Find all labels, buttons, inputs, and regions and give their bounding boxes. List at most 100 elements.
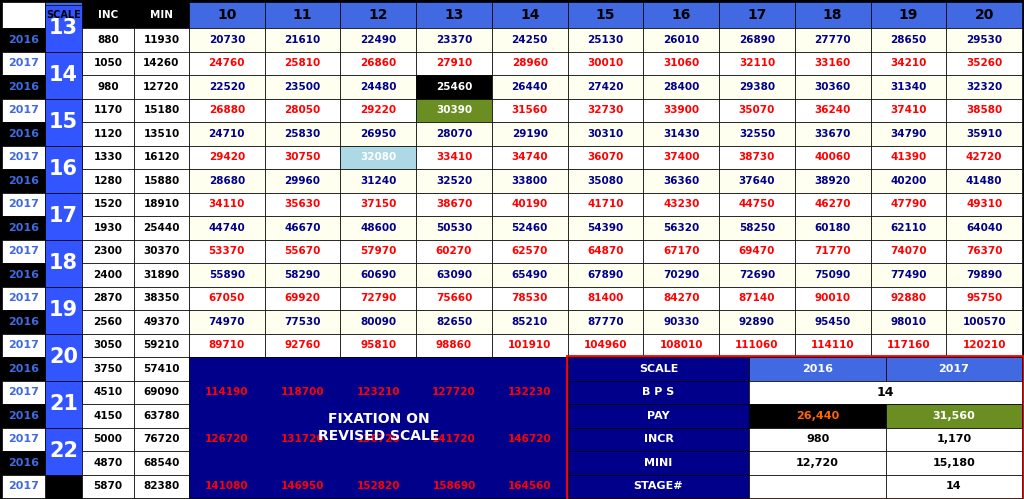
Bar <box>2 122 45 146</box>
Bar <box>45 286 82 333</box>
Text: 20: 20 <box>49 347 78 367</box>
Bar <box>795 2 870 28</box>
Bar <box>416 193 492 216</box>
Text: 82380: 82380 <box>143 481 179 491</box>
Bar <box>134 2 189 28</box>
Bar <box>416 310 492 333</box>
Bar <box>567 28 643 51</box>
Bar <box>719 146 795 169</box>
Text: 18: 18 <box>49 253 78 273</box>
Bar <box>82 404 134 428</box>
Text: 29960: 29960 <box>285 176 321 186</box>
Bar <box>719 169 795 193</box>
Text: INC: INC <box>98 10 118 20</box>
Text: 12: 12 <box>369 8 388 22</box>
Bar <box>492 2 567 28</box>
Text: 1120: 1120 <box>93 129 123 139</box>
Bar <box>265 2 340 28</box>
Text: 31430: 31430 <box>663 129 699 139</box>
Text: 1170: 1170 <box>93 105 123 115</box>
Text: 28050: 28050 <box>285 105 321 115</box>
Text: 101910: 101910 <box>508 340 552 350</box>
Bar <box>492 51 567 75</box>
Text: 2870: 2870 <box>93 293 123 303</box>
Text: 15,180: 15,180 <box>933 458 975 468</box>
Bar <box>416 404 492 428</box>
Text: 131850: 131850 <box>432 458 476 468</box>
Text: 58250: 58250 <box>739 223 775 233</box>
Text: 126720: 126720 <box>205 434 249 444</box>
Text: 31240: 31240 <box>360 176 396 186</box>
Text: 82650: 82650 <box>436 317 472 327</box>
Text: 33410: 33410 <box>436 152 472 162</box>
Bar <box>492 451 567 475</box>
Bar <box>416 333 492 357</box>
Text: 117730: 117730 <box>432 411 476 421</box>
Bar <box>795 122 870 146</box>
Bar <box>870 240 946 263</box>
Bar <box>134 98 189 122</box>
Bar <box>45 98 82 146</box>
Text: 90330: 90330 <box>664 317 699 327</box>
Bar <box>416 169 492 193</box>
Bar <box>189 193 265 216</box>
Bar <box>2 286 45 310</box>
Text: 30360: 30360 <box>814 82 851 92</box>
Text: 123210: 123210 <box>356 387 400 397</box>
Text: 28680: 28680 <box>209 176 245 186</box>
Text: 37150: 37150 <box>360 199 396 209</box>
Bar <box>643 333 719 357</box>
Bar <box>189 333 265 357</box>
Text: 14: 14 <box>520 8 540 22</box>
Text: 102410: 102410 <box>356 364 400 374</box>
Bar <box>416 75 492 98</box>
Bar <box>82 286 134 310</box>
Bar <box>492 240 567 263</box>
Text: STAGE#: STAGE# <box>634 481 683 491</box>
Bar <box>82 98 134 122</box>
Bar <box>719 28 795 51</box>
Bar <box>416 122 492 146</box>
Bar <box>45 4 82 51</box>
Text: 44750: 44750 <box>738 199 775 209</box>
Text: 164560: 164560 <box>508 481 552 491</box>
Bar <box>265 404 340 428</box>
Text: 127720: 127720 <box>432 387 476 397</box>
Text: 70290: 70290 <box>664 270 699 280</box>
Text: 87140: 87140 <box>738 293 775 303</box>
Text: 69920: 69920 <box>285 293 321 303</box>
Bar <box>265 98 340 122</box>
Bar <box>340 263 416 286</box>
Text: 72790: 72790 <box>360 293 396 303</box>
Bar <box>492 169 567 193</box>
Bar <box>189 240 265 263</box>
Text: 58290: 58290 <box>285 270 321 280</box>
Text: 2016: 2016 <box>8 317 39 327</box>
Text: 117240: 117240 <box>205 458 249 468</box>
Bar <box>946 146 1022 169</box>
Bar <box>750 381 886 404</box>
Bar <box>946 263 1022 286</box>
Bar <box>886 451 1022 475</box>
Bar <box>340 216 416 240</box>
Text: 141720: 141720 <box>432 434 476 444</box>
Text: 31890: 31890 <box>143 270 179 280</box>
Text: 63780: 63780 <box>143 411 179 421</box>
Text: 13: 13 <box>444 8 464 22</box>
Text: 79890: 79890 <box>966 270 1002 280</box>
Bar <box>416 263 492 286</box>
Text: 38920: 38920 <box>815 176 851 186</box>
Text: 64040: 64040 <box>966 223 1002 233</box>
Bar <box>870 263 946 286</box>
Text: 14260: 14260 <box>143 58 179 68</box>
Bar <box>416 475 492 498</box>
Bar <box>416 357 492 381</box>
Bar <box>719 240 795 263</box>
Text: 1,170: 1,170 <box>936 434 972 444</box>
Bar <box>189 357 265 381</box>
Text: 980: 980 <box>806 434 829 444</box>
Text: 109430: 109430 <box>281 411 325 421</box>
Bar <box>340 310 416 333</box>
Text: 15180: 15180 <box>143 105 179 115</box>
Bar <box>340 146 416 169</box>
